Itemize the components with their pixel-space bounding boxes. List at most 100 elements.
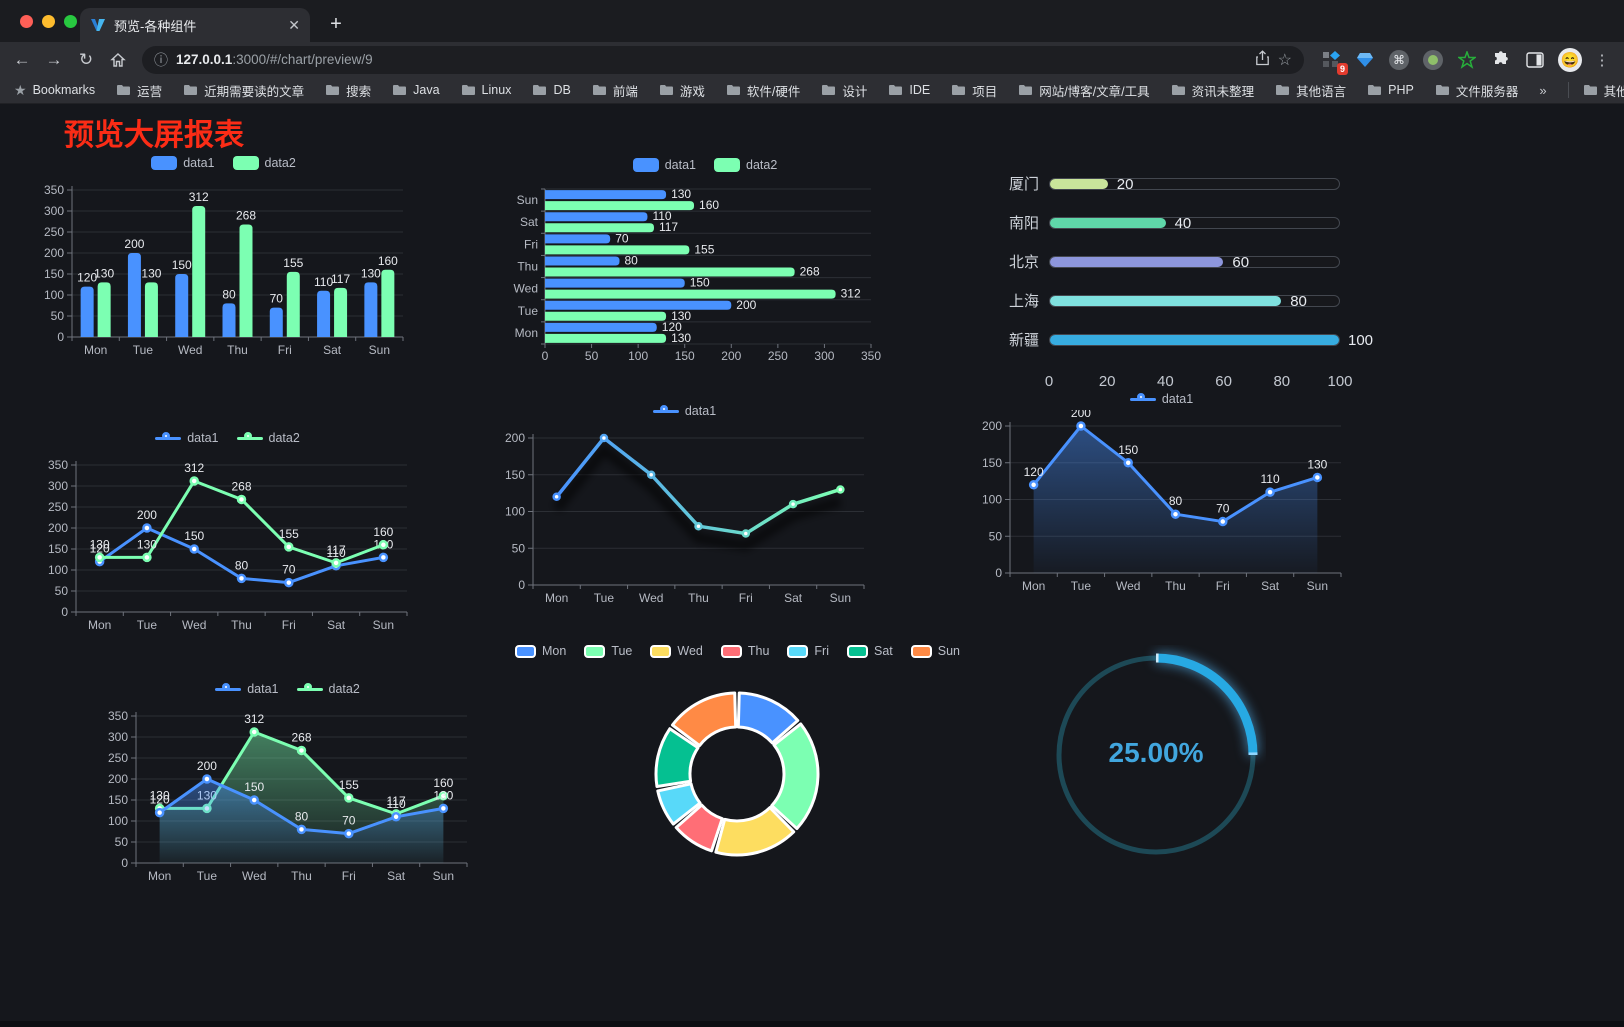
- bookmark-folder-item[interactable]: PHP: [1367, 81, 1414, 100]
- extension-command-icon[interactable]: ⌘: [1388, 49, 1410, 71]
- legend-item[interactable]: Tue: [584, 644, 632, 658]
- folder-icon: [1368, 85, 1382, 95]
- svg-text:80: 80: [235, 558, 249, 572]
- reload-button[interactable]: ↻: [78, 49, 94, 69]
- gauge-chart[interactable]: 25.00%: [1046, 645, 1266, 865]
- bar-chart[interactable]: data1 data2 0 50 100 150 200 250 300 350 Mon Tue Wed…: [36, 152, 411, 367]
- legend-item[interactable]: data1: [151, 156, 215, 170]
- legend-item[interactable]: Fri: [787, 644, 829, 658]
- legend-item[interactable]: Sat: [847, 644, 893, 658]
- extension-gem-icon[interactable]: [1354, 49, 1376, 71]
- page-info-icon[interactable]: ⓘ: [154, 51, 168, 68]
- extension-record-icon[interactable]: [1422, 49, 1444, 71]
- svg-text:130: 130: [141, 266, 161, 280]
- legend-item[interactable]: data1: [1129, 392, 1193, 406]
- other-bookmarks-folder[interactable]: 其他书签: [1583, 81, 1624, 100]
- svg-text:117: 117: [387, 794, 406, 808]
- svg-text:110: 110: [652, 209, 671, 223]
- bookmark-folder-item[interactable]: 项目: [951, 81, 997, 100]
- legend-item[interactable]: data1: [215, 682, 279, 696]
- svg-text:250: 250: [48, 500, 68, 514]
- legend-item[interactable]: data2: [236, 431, 300, 445]
- bookmark-folder-item[interactable]: 前端: [592, 81, 638, 100]
- legend-item[interactable]: data2: [232, 156, 296, 170]
- chart-legend: data1 data2: [36, 152, 411, 174]
- browser-menu-icon[interactable]: ⋮: [1594, 51, 1610, 69]
- legend-item[interactable]: data2: [296, 682, 360, 696]
- legend-marker: [714, 158, 740, 172]
- bookmark-folder-item[interactable]: 文件服务器: [1435, 81, 1518, 100]
- extension-star-icon[interactable]: [1456, 49, 1478, 71]
- forward-button[interactable]: →: [45, 49, 63, 69]
- area-chart-double[interactable]: data1 data2 0 50 100 150 200 250 300 350 Mon Tue Wed…: [100, 678, 475, 893]
- share-icon[interactable]: [1255, 50, 1270, 69]
- preview-page: 预览大屏报表 data1 data2 0 50 100 150 200 250 300 350 Mo…: [0, 104, 1624, 1021]
- bookmark-folder-item[interactable]: 近期需要读的文章: [183, 81, 304, 100]
- svg-text:350: 350: [44, 183, 64, 197]
- bookmark-folder-item[interactable]: 设计: [821, 81, 867, 100]
- bookmark-folder-item[interactable]: 其他语言: [1275, 81, 1346, 100]
- svg-text:120: 120: [1024, 465, 1044, 479]
- progress-bar-chart[interactable]: 厦门 20 南阳 40 北京 60 上海 80 新疆 100: [985, 156, 1373, 397]
- bookmark-folder-item[interactable]: DB: [532, 81, 571, 100]
- browser-tab[interactable]: 预览-各种组件 ✕: [80, 8, 310, 42]
- minimize-window-button[interactable]: [42, 15, 55, 28]
- bookmark-folder-item[interactable]: 游戏: [659, 81, 705, 100]
- folder-icon: [461, 85, 475, 95]
- svg-text:200: 200: [124, 237, 144, 251]
- folder-icon: [533, 85, 547, 95]
- legend-item[interactable]: data2: [714, 158, 777, 172]
- bookmark-star-icon[interactable]: ☆: [1277, 51, 1292, 69]
- svg-text:350: 350: [108, 709, 128, 723]
- back-button[interactable]: ←: [13, 49, 31, 69]
- doughnut-chart[interactable]: Mon Tue Wed Thu Fri Sat Sun: [514, 640, 960, 872]
- side-panel-icon[interactable]: [1524, 49, 1546, 71]
- extension-grid-icon[interactable]: 9: [1320, 49, 1348, 75]
- svg-text:0: 0: [61, 605, 68, 619]
- horizontal-bar-chart[interactable]: data1 data2 0 50 100 150 200 250 300 350 Sun 130 160…: [505, 154, 905, 369]
- bookmark-folder-item[interactable]: Java: [392, 81, 440, 100]
- bookmark-folder-item[interactable]: IDE: [888, 81, 930, 100]
- maximize-window-button[interactable]: [64, 15, 77, 28]
- gradient-line-chart[interactable]: data1 0 50 100 150 200 Mon Tue Wed Thu Fri Sat Sun: [497, 400, 872, 615]
- line-chart[interactable]: data1 data2 0 50 100 150 200 250 300 350 Mon Tue Wed…: [40, 427, 415, 642]
- bookmark-folder-item[interactable]: 搜索: [325, 81, 371, 100]
- legend-item[interactable]: Thu: [720, 644, 769, 658]
- legend-item[interactable]: data1: [652, 404, 716, 418]
- new-tab-button[interactable]: +: [330, 12, 342, 35]
- profile-avatar[interactable]: 😄: [1558, 47, 1582, 72]
- legend-item[interactable]: Mon: [514, 644, 566, 658]
- legend-item[interactable]: data1: [155, 431, 219, 445]
- bookmarks-overflow-chevron[interactable]: »: [1539, 82, 1547, 98]
- close-window-button[interactable]: [20, 15, 33, 28]
- bookmark-folder-item[interactable]: Linux: [461, 81, 511, 100]
- tab-close-icon[interactable]: ✕: [288, 16, 300, 33]
- progress-label: 厦门: [1008, 176, 1039, 193]
- legend-item[interactable]: data1: [632, 158, 696, 172]
- bookmark-folder-item[interactable]: 网站/博客/文章/工具: [1018, 81, 1150, 100]
- page-title: 预览大屏报表: [64, 119, 244, 152]
- bookmark-folder-item[interactable]: 资讯未整理: [1171, 81, 1254, 100]
- extensions-puzzle-icon[interactable]: [1490, 49, 1512, 71]
- svg-text:200: 200: [721, 349, 741, 363]
- svg-text:300: 300: [814, 349, 834, 363]
- folder-icon: [592, 85, 606, 95]
- bookmark-folder-item[interactable]: 运营: [116, 81, 162, 100]
- svg-text:130: 130: [671, 309, 691, 323]
- tab-title: 预览-各种组件: [114, 18, 197, 34]
- progress-axis: 0 20 40 60 80 100: [1044, 373, 1353, 390]
- legend-marker: [584, 644, 606, 658]
- svg-text:Tue: Tue: [133, 343, 154, 357]
- progress-value: 20: [1116, 175, 1134, 193]
- chart-canvas: [654, 691, 820, 857]
- svg-text:150: 150: [48, 542, 68, 556]
- bookmark-folder-item[interactable]: 软件/硬件: [726, 81, 800, 100]
- bookmarks-root-item[interactable]: ★ Bookmarks: [14, 81, 96, 98]
- area-chart-single[interactable]: data1 0 50 100 150 200 Mon Tue Wed Thu Fri Sat Sun 12…: [974, 388, 1349, 603]
- svg-text:0: 0: [518, 578, 525, 592]
- home-button[interactable]: [104, 46, 132, 74]
- legend-item[interactable]: Sun: [910, 644, 960, 658]
- legend-item[interactable]: Wed: [650, 644, 703, 658]
- address-bar[interactable]: ⓘ 127.0.0.1:3000/#/chart/preview/9 ☆: [142, 45, 1304, 74]
- tab-favicon: [91, 19, 105, 31]
